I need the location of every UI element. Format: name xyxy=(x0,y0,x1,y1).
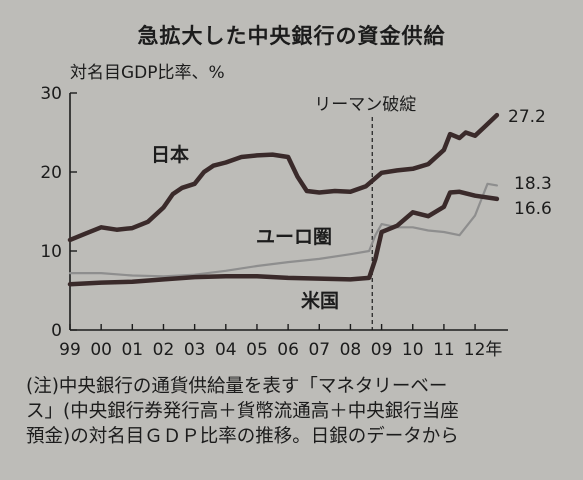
x-tick-label: 08 xyxy=(340,340,362,360)
x-tick-label: 05 xyxy=(246,340,268,360)
end-value-usa: 16.6 xyxy=(514,199,552,219)
lehman-annotation: リーマン破綻 xyxy=(314,95,416,115)
y-tick-label: 0 xyxy=(51,321,62,341)
series-name-usa: 米国 xyxy=(301,289,339,312)
y-tick-label: 20 xyxy=(40,163,62,183)
footnote-line-3: 預金)の対名目ＧＤＰ比率の推移。日銀のデータから xyxy=(26,426,459,447)
x-tick-label: 10 xyxy=(402,340,424,360)
end-value-japan: 27.2 xyxy=(508,107,546,127)
series-name-eurozone: ユーロ圏 xyxy=(256,226,332,248)
x-tick-label: 03 xyxy=(184,340,206,360)
footnote-line-1: (注)中央銀行の通貨供給量を表す「マネタリーベー xyxy=(26,376,448,397)
y-tick-label: 10 xyxy=(40,242,62,262)
chart-footnote: (注)中央銀行の通貨供給量を表す「マネタリーベー ス」(中央銀行券発行高＋貨幣流… xyxy=(26,374,571,449)
x-tick-label: 01 xyxy=(121,340,143,360)
x-tick-label: 12年 xyxy=(464,340,503,360)
x-tick-label: 09 xyxy=(371,340,393,360)
x-tick-label: 02 xyxy=(153,340,175,360)
footnote-line-2: ス」(中央銀行券発行高＋貨幣流通高＋中央銀行当座 xyxy=(26,401,459,422)
end-value-eurozone: 18.3 xyxy=(514,174,552,194)
series-line-eurozone xyxy=(68,182,498,278)
series-line-usa xyxy=(67,189,500,287)
y-axis-label: 対名目GDP比率、% xyxy=(70,63,225,83)
x-tick-label: 00 xyxy=(90,340,112,360)
x-tick-label: 06 xyxy=(277,340,299,360)
x-tick-label: 11 xyxy=(433,340,455,360)
series-name-japan: 日本 xyxy=(151,143,189,166)
series-line-japan xyxy=(67,112,500,243)
x-tick-label: 04 xyxy=(215,340,237,360)
x-tick-label: 07 xyxy=(308,340,330,360)
y-tick-label: 30 xyxy=(40,84,62,104)
line-chart: 対名目GDP比率、% 0 10 20 30 99 00 01 02 03 04 05 06 07 08 0… xyxy=(40,63,552,360)
chart-title: 急拡大した中央銀行の資金供給 xyxy=(137,24,446,48)
x-tick-label: 99 xyxy=(59,340,81,360)
